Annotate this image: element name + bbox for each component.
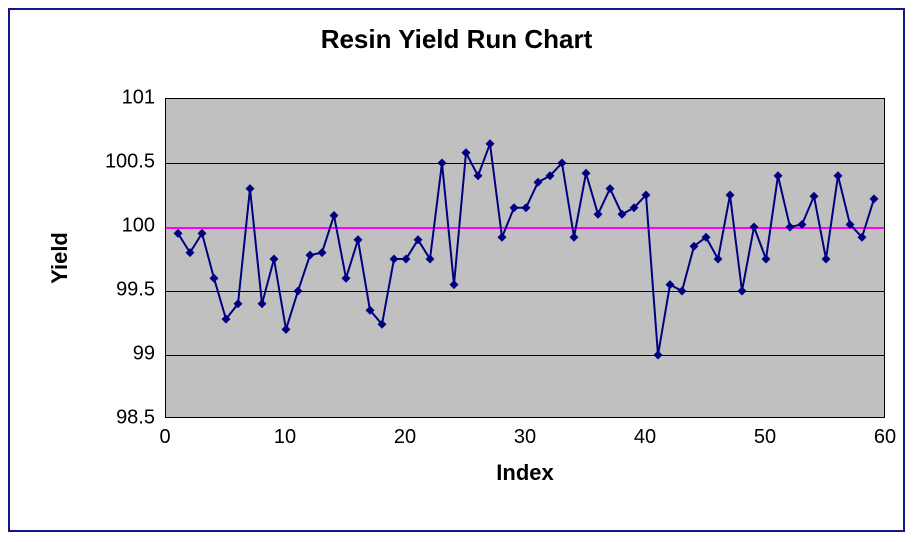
data-point — [834, 171, 843, 180]
data-point — [198, 229, 207, 238]
data-point — [510, 203, 519, 212]
plot-container — [165, 98, 885, 418]
y-tick-label: 100 — [95, 215, 155, 238]
data-point — [534, 178, 543, 187]
data-point — [738, 287, 747, 296]
data-point — [342, 274, 351, 283]
x-tick-label: 60 — [874, 426, 896, 449]
data-point — [474, 171, 483, 180]
data-point — [462, 148, 471, 157]
data-point — [666, 280, 675, 289]
data-point — [258, 299, 267, 308]
plot-area — [165, 98, 885, 418]
data-point — [762, 255, 771, 264]
y-tick-label: 100.5 — [95, 151, 155, 174]
y-tick-label: 101 — [95, 87, 155, 110]
x-tick-label: 0 — [159, 426, 170, 449]
data-point — [618, 210, 627, 219]
data-point — [822, 255, 831, 264]
chart-frame: Resin Yield Run Chart Yield Index 98.5 99… — [8, 8, 905, 532]
y-tick-label: 98.5 — [95, 407, 155, 430]
data-point — [774, 171, 783, 180]
data-point — [210, 274, 219, 283]
data-point — [306, 251, 315, 260]
data-point — [486, 139, 495, 148]
data-point — [582, 169, 591, 178]
data-series — [166, 99, 886, 419]
data-point — [678, 287, 687, 296]
data-point — [594, 210, 603, 219]
data-point — [714, 255, 723, 264]
x-tick-label: 50 — [754, 426, 776, 449]
data-point — [294, 287, 303, 296]
y-axis-label: Yield — [47, 232, 73, 284]
data-point — [330, 211, 339, 220]
x-tick-label: 40 — [634, 426, 656, 449]
data-point — [270, 255, 279, 264]
data-point — [186, 248, 195, 257]
data-point — [786, 223, 795, 232]
data-point — [318, 248, 327, 257]
data-point — [750, 223, 759, 232]
y-tick-label: 99.5 — [95, 279, 155, 302]
data-point — [402, 255, 411, 264]
data-point — [282, 325, 291, 334]
chart-title: Resin Yield Run Chart — [10, 24, 903, 55]
data-point — [438, 159, 447, 168]
data-point — [870, 194, 879, 203]
data-point — [354, 235, 363, 244]
y-tick-label: 99 — [95, 343, 155, 366]
data-point — [654, 351, 663, 360]
data-point — [798, 220, 807, 229]
data-point — [450, 280, 459, 289]
x-axis-label: Index — [496, 460, 553, 486]
data-point — [498, 233, 507, 242]
data-point — [426, 255, 435, 264]
x-tick-label: 10 — [274, 426, 296, 449]
data-point — [174, 229, 183, 238]
data-point — [606, 184, 615, 193]
data-point — [522, 203, 531, 212]
data-point — [414, 235, 423, 244]
data-point — [570, 233, 579, 242]
series-line — [178, 144, 874, 355]
data-point — [246, 184, 255, 193]
data-point — [810, 192, 819, 201]
data-point — [726, 191, 735, 200]
x-tick-label: 20 — [394, 426, 416, 449]
x-tick-label: 30 — [514, 426, 536, 449]
data-point — [390, 255, 399, 264]
